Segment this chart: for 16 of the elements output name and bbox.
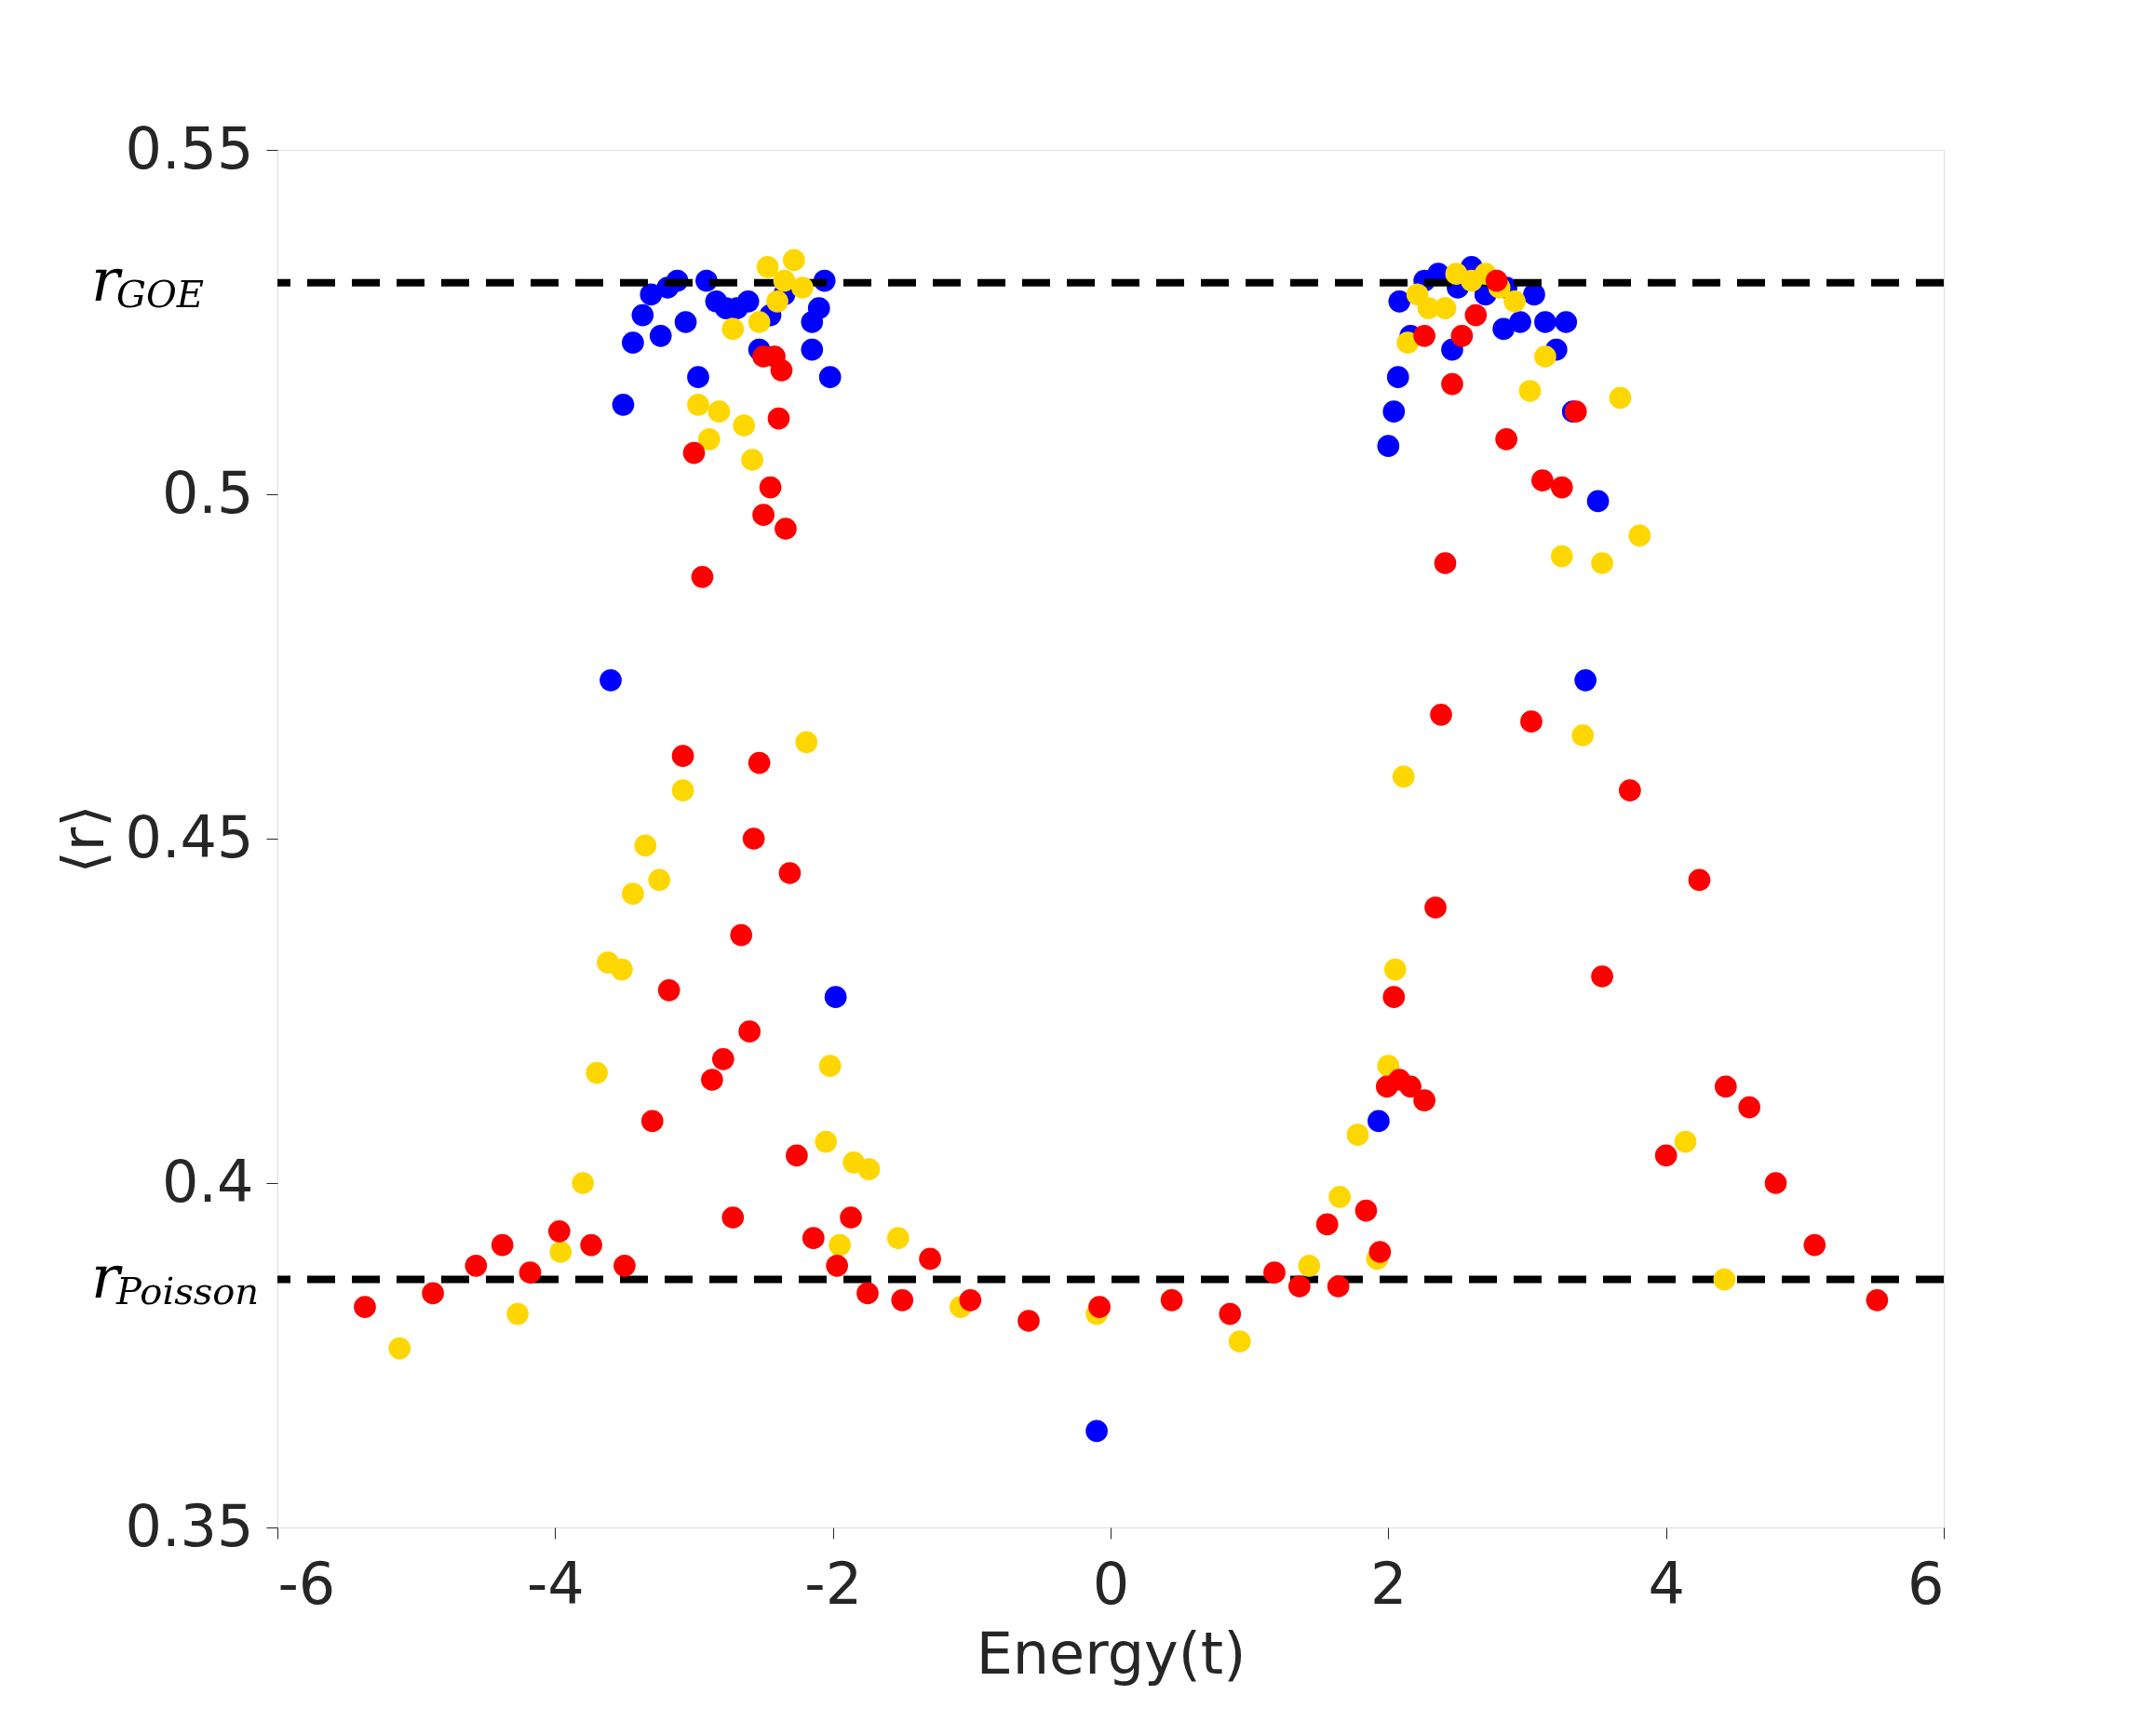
x-axis-title: Energy(t) bbox=[976, 1619, 1246, 1688]
x-tick-label: -4 bbox=[526, 1549, 585, 1618]
x-tick-label: 2 bbox=[1370, 1549, 1408, 1618]
y-axis-title: ⟨r⟩ bbox=[49, 804, 118, 874]
ref-line-label: rPoisson bbox=[91, 1242, 260, 1312]
x-tick-label: 0 bbox=[1092, 1549, 1130, 1618]
y-tick-label: 0.45 bbox=[125, 802, 254, 871]
x-tick-label: -2 bbox=[804, 1549, 863, 1618]
x-tick-label: 4 bbox=[1648, 1549, 1685, 1618]
y-tick-label: 0.5 bbox=[161, 458, 254, 527]
y-tick-label: 0.35 bbox=[125, 1491, 254, 1560]
x-tick-label: -6 bbox=[277, 1549, 336, 1618]
y-tick-label: 0.4 bbox=[161, 1147, 254, 1216]
y-tick-label: 0.55 bbox=[125, 114, 254, 182]
x-tick-label: 6 bbox=[1907, 1549, 1945, 1618]
ref-line-label: rGOE bbox=[91, 245, 204, 316]
